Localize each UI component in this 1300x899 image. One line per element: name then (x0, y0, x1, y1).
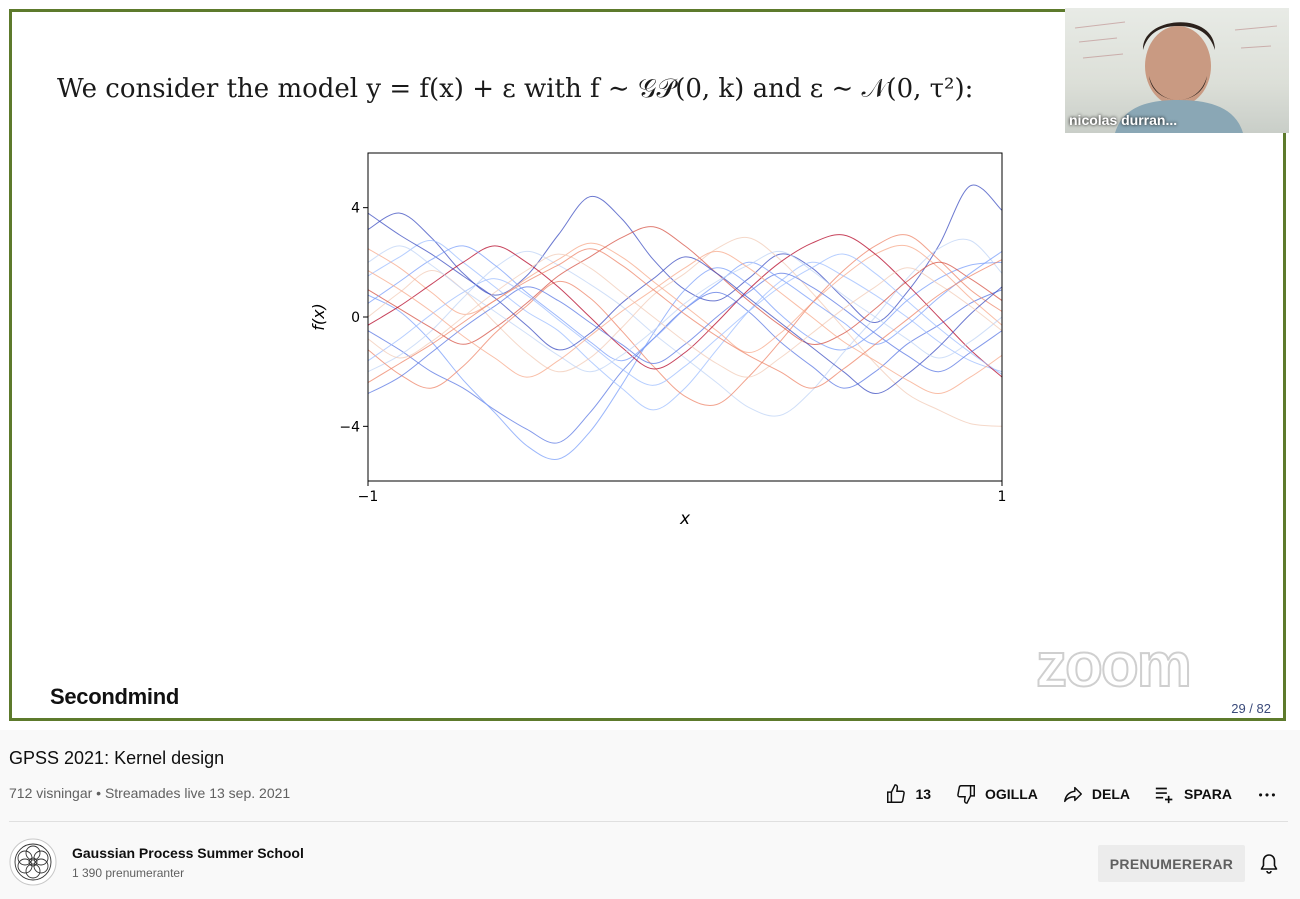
dislike-button[interactable]: OGILLA (955, 783, 1038, 805)
y-tick-label-1: 4 (351, 201, 360, 217)
presenter-webcam: nicolas durran... (1065, 8, 1289, 133)
x-axis-ticks: −1 1 (358, 481, 1007, 505)
thumbs-up-icon (887, 784, 906, 803)
sample-line-18 (368, 248, 1002, 389)
share-button[interactable]: DELA (1062, 783, 1130, 805)
sample-line-3 (368, 261, 1002, 460)
sample-line-7 (368, 242, 1002, 354)
presenter-name: nicolas durran... (1069, 112, 1178, 128)
sample-line-6 (368, 236, 1002, 427)
sample-line-15 (368, 245, 1002, 373)
sample-line-17 (368, 250, 1002, 395)
x-tick-label-1: −1 (358, 489, 379, 505)
video-actions: 13 OGILLA DELA SPARA (885, 783, 1278, 805)
sample-line-11 (368, 212, 1002, 395)
subscriber-count: 1 390 prenumeranter (72, 866, 185, 880)
more-actions-button[interactable] (1256, 783, 1278, 805)
series-layer (368, 184, 1002, 460)
presenter-figure (1074, 21, 1278, 133)
notification-bell-icon[interactable] (1257, 852, 1281, 876)
slide-title: We consider the model y = f(x) + ε with … (57, 74, 974, 104)
slide-page-counter: 29 / 82 (1231, 701, 1271, 716)
section-divider (9, 821, 1288, 822)
channel-name[interactable]: Gaussian Process Summer School (72, 845, 304, 861)
y-axis-ticks: 4 0 −4 (339, 201, 368, 435)
sample-line-12 (368, 272, 1002, 394)
like-button[interactable]: 13 (885, 783, 931, 805)
save-label: SPARA (1184, 786, 1232, 802)
zoom-watermark: zoom (1035, 630, 1193, 701)
sample-line-10 (368, 234, 1002, 378)
playlist-add-icon (1155, 787, 1173, 804)
gp-samples-chart: 4 0 −4 −1 1 f(x) x (309, 152, 1007, 529)
secondmind-logo: Secondmind (50, 684, 180, 709)
share-icon (1063, 786, 1082, 803)
sample-line-16 (368, 253, 1002, 378)
video-title: GPSS 2021: Kernel design (9, 748, 225, 768)
video-player[interactable]: We consider the model y = f(x) + ε with … (0, 0, 1300, 730)
sample-line-9 (368, 226, 1002, 345)
like-count: 13 (915, 786, 932, 802)
y-tick-label-2: 0 (351, 310, 360, 326)
x-tick-label-2: 1 (998, 489, 1007, 505)
share-label: DELA (1091, 786, 1131, 802)
sample-line-4 (368, 239, 1002, 411)
y-axis-label: f(x) (309, 303, 328, 331)
sample-line-8 (368, 234, 1002, 406)
x-axis-label: x (679, 509, 691, 529)
save-button[interactable]: SPARA (1154, 783, 1232, 805)
sample-line-14 (368, 253, 1002, 386)
channel-avatar[interactable] (9, 838, 57, 886)
video-meta: 712 visningar • Streamades live 13 sep. … (9, 785, 291, 801)
sample-line-1 (368, 184, 1002, 324)
subscribe-button[interactable]: PRENUMERERAR (1098, 845, 1245, 882)
y-tick-label-3: −4 (339, 419, 360, 435)
dislike-label: OGILLA (985, 786, 1038, 802)
more-horizontal-icon (1259, 793, 1275, 797)
thumbs-down-icon (957, 785, 975, 804)
